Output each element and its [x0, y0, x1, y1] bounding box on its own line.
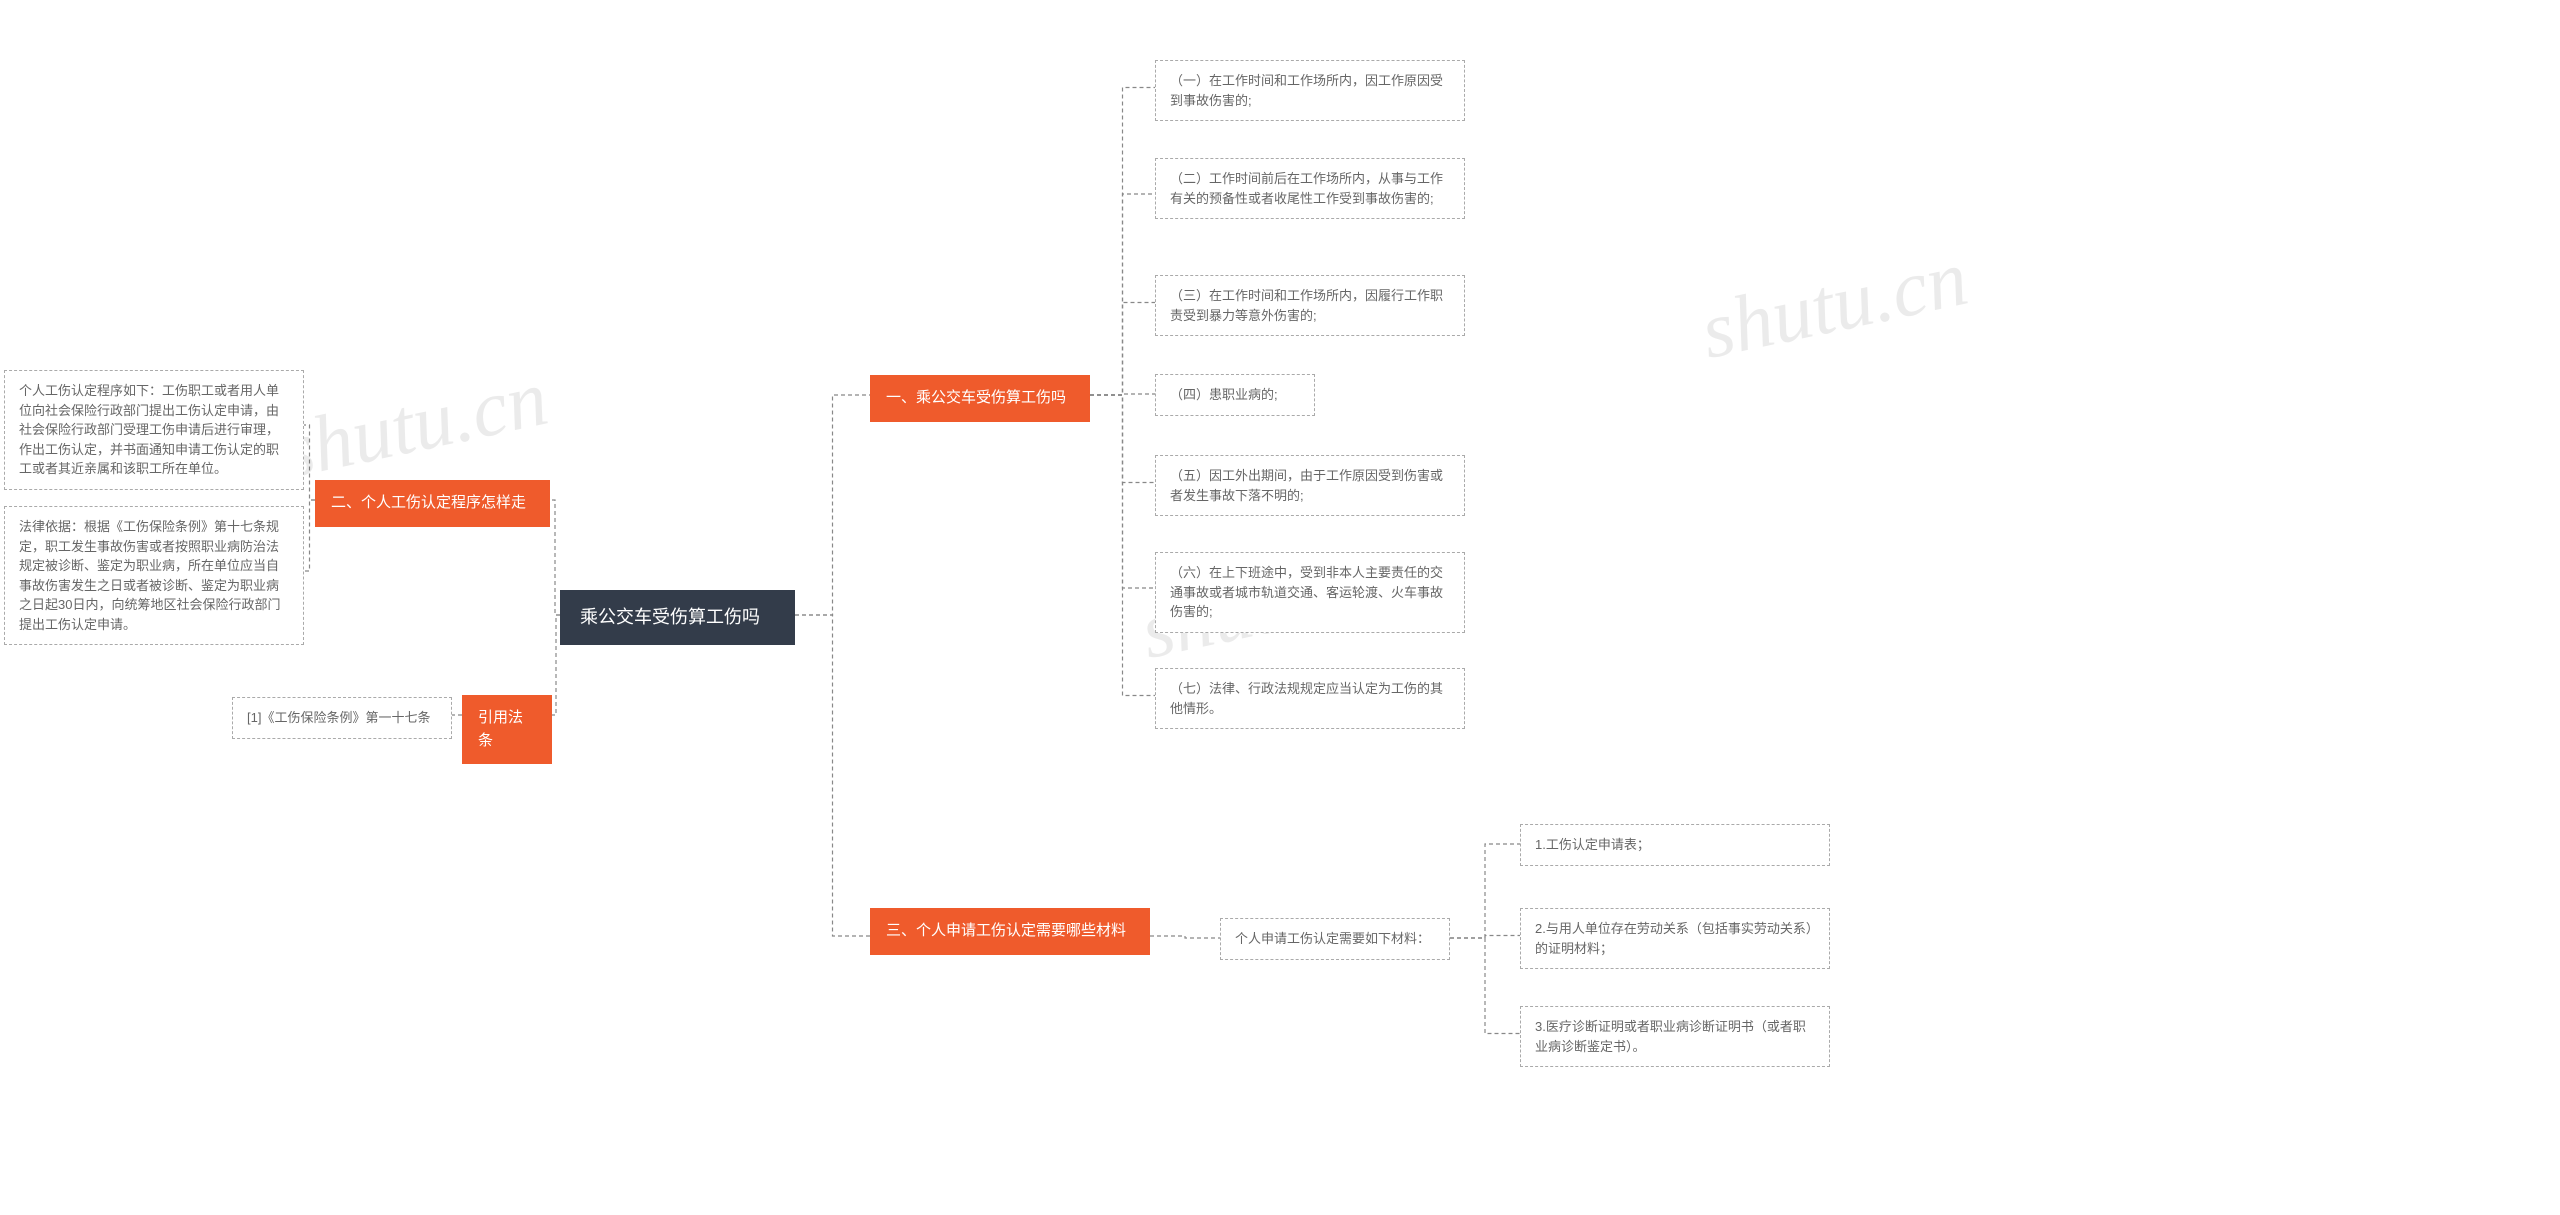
watermark-1: shutu.cn	[273, 353, 555, 498]
leaf-b3c1a: 1.工伤认定申请表；	[1520, 824, 1830, 866]
leaf-b4c1: [1]《工伤保险条例》第一十七条	[232, 697, 452, 739]
leaf-b1c1: （一）在工作时间和工作场所内，因工作原因受到事故伤害的;	[1155, 60, 1465, 121]
leaf-b2c2: 法律依据：根据《工伤保险条例》第十七条规定，职工发生事故伤害或者按照职业病防治法…	[4, 506, 304, 645]
root-node: 乘公交车受伤算工伤吗	[560, 590, 795, 645]
branch-b4: 引用法条	[462, 695, 552, 764]
leaf-b1c3: （三）在工作时间和工作场所内，因履行工作职责受到暴力等意外伤害的;	[1155, 275, 1465, 336]
leaf-b2c1: 个人工伤认定程序如下：工伤职工或者用人单位向社会保险行政部门提出工伤认定申请，由…	[4, 370, 304, 490]
leaf-b1c7: （七）法律、行政法规规定应当认定为工伤的其他情形。	[1155, 668, 1465, 729]
leaf-b3c1c: 3.医疗诊断证明或者职业病诊断证明书（或者职业病诊断鉴定书）。	[1520, 1006, 1830, 1067]
leaf-b1c2: （二）工作时间前后在工作场所内，从事与工作有关的预备性或者收尾性工作受到事故伤害…	[1155, 158, 1465, 219]
leaf-b1c5: （五）因工外出期间，由于工作原因受到伤害或者发生事故下落不明的;	[1155, 455, 1465, 516]
branch-b3: 三、个人申请工伤认定需要哪些材料	[870, 908, 1150, 955]
leaf-b1c4: （四）患职业病的;	[1155, 374, 1315, 416]
branch-b2: 二、个人工伤认定程序怎样走	[315, 480, 550, 527]
leaf-b1c6: （六）在上下班途中，受到非本人主要责任的交通事故或者城市轨道交通、客运轮渡、火车…	[1155, 552, 1465, 633]
leaf-b3c1b: 2.与用人单位存在劳动关系（包括事实劳动关系）的证明材料；	[1520, 908, 1830, 969]
branch-b1: 一、乘公交车受伤算工伤吗	[870, 375, 1090, 422]
leaf-b3c1: 个人申请工伤认定需要如下材料：	[1220, 918, 1450, 960]
watermark-2: shutu.cn	[1693, 233, 1975, 378]
